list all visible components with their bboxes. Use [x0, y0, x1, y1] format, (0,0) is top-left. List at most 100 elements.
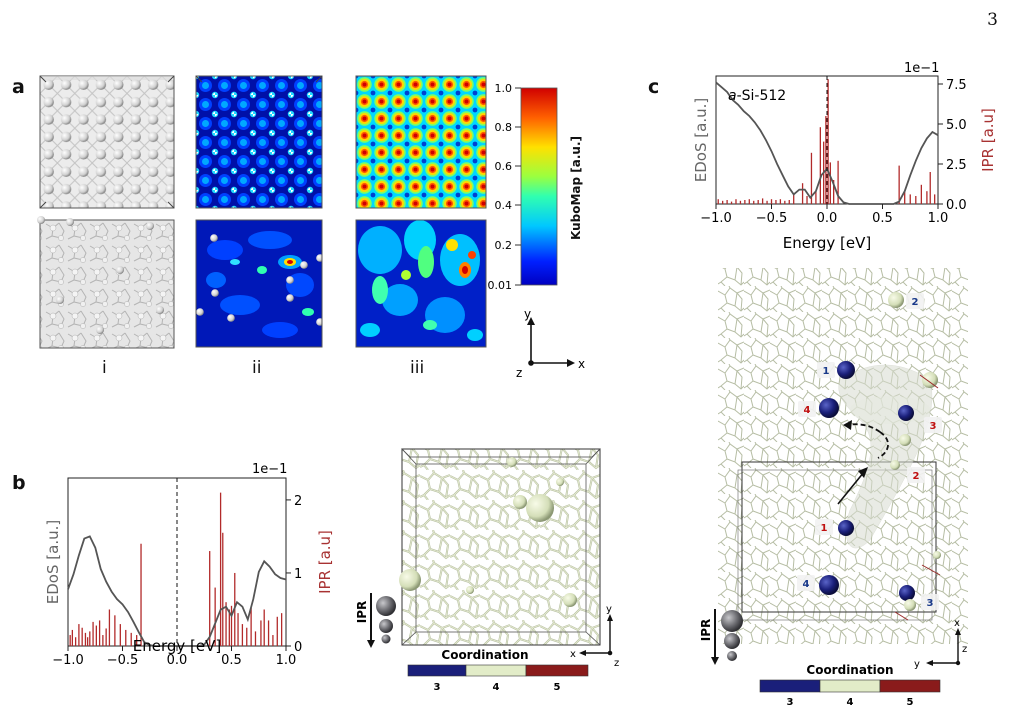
panel-c-xticks: −1.0 −0.5 0.0 0.5 1.0 — [700, 204, 948, 226]
panel-c-xlabel: Energy [eV] — [783, 234, 871, 252]
panel-c-figure: −1.0 −0.5 0.0 0.5 1.0 0.02.55.07.5 a-Si-512 … — [692, 61, 997, 708]
panel-c-ipr-bars — [717, 79, 936, 204]
x-tick-label: 0.0 — [817, 211, 838, 226]
panel-b-ylabel-right: IPR [a.u] — [316, 530, 334, 594]
site-label: 2 — [912, 297, 919, 308]
axis-x-label-b: x — [570, 649, 576, 660]
panel-c-title-rest: -Si-512 — [737, 88, 787, 104]
column-label-iii: iii — [410, 358, 425, 378]
panel-a-figure: 1.0 0.8 0.6 0.4 0.2 0.01 KuboMap [a.u.] y x z — [37, 75, 585, 380]
axis-z-label-b: z — [614, 658, 619, 669]
axis-x-label-c: x — [954, 618, 960, 629]
coordination-swatch — [525, 664, 589, 677]
panel-label-a: a — [12, 76, 25, 98]
panel-b-coordination-title: Coordination — [441, 648, 528, 662]
site-label-box — [924, 417, 942, 433]
y-tick-label: 0 — [294, 640, 302, 655]
panel-c-title-italic: a — [728, 88, 737, 104]
panel-c-structure — [718, 268, 968, 644]
axis-z-label-a: z — [516, 366, 522, 380]
colorbar-tick-label: 1.0 — [495, 82, 513, 95]
site-label-box — [815, 519, 833, 535]
panel-b-yticks-right: 0 1 2 — [286, 494, 302, 655]
panel-b-coord-label-5: 5 — [554, 682, 561, 693]
panel-b-coordination-legend: Coordination 3 4 5 — [407, 648, 589, 693]
kubomap-amorphous-ii — [196, 220, 322, 347]
site-label: 2 — [913, 471, 920, 482]
kubomap-colorbar — [520, 87, 558, 286]
coordination-swatch — [819, 679, 881, 693]
panel-c-yticks-right: 0.0 2.5 5.0 7.5 — [938, 78, 967, 213]
site-label-box — [817, 362, 835, 378]
panel-b-structure — [399, 448, 601, 646]
coordination-swatch — [407, 664, 467, 677]
panel-b-offset-text: 1e−1 — [252, 462, 287, 477]
x-tick-label: −0.5 — [756, 211, 788, 226]
colorbar-tick-label: 0.2 — [495, 239, 513, 252]
colorbar-tick-label: 0.4 — [495, 199, 513, 212]
panel-b-xlabel: Energy [eV] — [133, 637, 221, 655]
axis-y-label-c: y — [914, 659, 920, 670]
x-tick-label: 0.0 — [167, 653, 188, 668]
kubomap-ordered-ii — [195, 75, 323, 209]
colorbar-ticks: 1.0 0.8 0.6 0.4 0.2 0.01 — [488, 82, 521, 292]
y-tick-label: 7.5 — [946, 78, 967, 93]
site-label-box — [906, 293, 924, 309]
x-tick-label: 0.5 — [872, 211, 893, 226]
panel-c-edos-line — [715, 81, 939, 205]
panel-c-site-labels: 2 1 4 3 2 1 4 3 — [797, 293, 942, 610]
colorbar-tick-label: 0.01 — [488, 279, 513, 292]
panel-b-ylabel-left: EDoS [a.u.] — [44, 520, 62, 604]
kubomap-amorphous-iii — [356, 220, 486, 347]
amorphous-structure-bottom — [37, 216, 175, 349]
crystal-structure-top — [39, 75, 175, 209]
x-tick-label: −1.0 — [700, 211, 732, 226]
panel-c-offset-text: 1e−1 — [904, 61, 939, 76]
site-label: 1 — [823, 366, 830, 377]
panel-b-figure: −1.0 −0.5 0.0 0.5 1.0 0 1 2 1e−1 Energy [eV] E… — [44, 448, 619, 693]
page-number: 3 — [987, 10, 998, 30]
panel-b-xticks: −1.0 −0.5 0.0 0.5 1.0 — [52, 646, 296, 668]
site-label-box — [907, 467, 925, 483]
axis-y-label-b: y — [606, 604, 612, 615]
axis-triad-b: y x z — [570, 604, 619, 669]
panel-c-ipr-legend-label: IPR — [699, 619, 713, 642]
site-label-box — [798, 401, 816, 417]
site-label: 3 — [930, 421, 937, 432]
column-label-i: i — [102, 358, 107, 378]
coordination-swatch — [759, 679, 821, 693]
panel-b-coord-label-3: 3 — [434, 682, 441, 693]
panel-c-coord-label-5: 5 — [907, 697, 914, 708]
site-label: 1 — [821, 523, 828, 534]
y-tick-label: 2.5 — [946, 158, 967, 173]
colorbar-tick-label: 0.6 — [495, 160, 513, 173]
panel-c-ipr-legend: IPR — [699, 609, 743, 665]
site-label-box — [921, 594, 939, 610]
site-label: 3 — [927, 598, 934, 609]
panel-c-coord-label-3: 3 — [787, 697, 794, 708]
x-tick-label: 1.0 — [928, 211, 949, 226]
x-tick-label: 0.5 — [221, 653, 242, 668]
axis-triad-a: y x z — [516, 307, 585, 380]
panel-label-b: b — [12, 472, 26, 494]
x-tick-label: −0.5 — [107, 653, 139, 668]
panel-c-title: a-Si-512 — [728, 88, 786, 104]
axis-y-label-a: y — [524, 307, 531, 321]
axis-x-label-a: x — [578, 357, 585, 371]
panel-c-coordination-title: Coordination — [806, 663, 893, 677]
site-label-box — [797, 575, 815, 591]
coordination-swatch — [465, 664, 527, 677]
colorbar-tick-label: 0.8 — [495, 121, 513, 134]
kubomap-ordered-iii — [355, 75, 487, 209]
x-tick-label: −1.0 — [52, 653, 84, 668]
site-label: 4 — [803, 579, 810, 590]
coordination-swatch — [879, 679, 941, 693]
column-label-ii: ii — [252, 358, 262, 378]
panel-c-ylabel-right: IPR [a.u] — [979, 108, 997, 172]
y-tick-label: 2 — [294, 494, 302, 509]
colorbar-title: KuboMap [a.u.] — [569, 136, 583, 240]
axis-z-label-c: z — [962, 644, 967, 655]
axis-triad-c: x y z — [914, 618, 967, 670]
panel-c-coord-label-4: 4 — [847, 697, 854, 708]
panel-b-ipr-legend-label: IPR — [355, 601, 369, 624]
